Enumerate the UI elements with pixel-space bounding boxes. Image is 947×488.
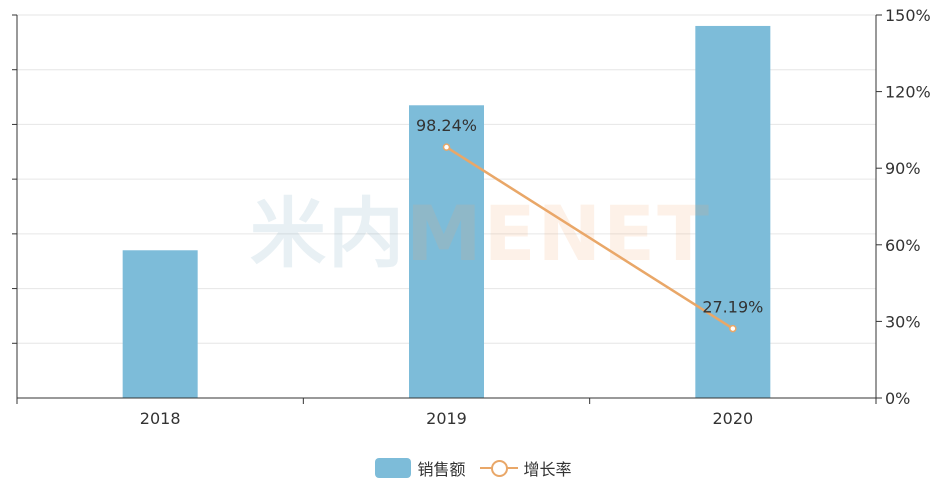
- x-tick-label: 2018: [140, 409, 181, 428]
- legend: 销售额 增长率: [0, 453, 947, 483]
- watermark: 米内MENET: [250, 172, 711, 282]
- x-tick-label: 2020: [712, 409, 753, 428]
- y-right-tick-label: 0%: [885, 389, 910, 408]
- bar-2020: [695, 25, 771, 398]
- x-tick-label: 2019: [426, 409, 467, 428]
- growth-line: [445, 146, 734, 330]
- data-labels: 98.24% 27.19%: [416, 116, 763, 316]
- y-right-tick-label: 30%: [885, 312, 921, 331]
- data-label: 27.19%: [702, 298, 763, 317]
- growth-point: [442, 143, 451, 151]
- y-right-tick-label: 60%: [885, 236, 921, 255]
- bar-2018: [122, 250, 198, 398]
- tick-labels: 2018 2019 2020 0% 30% 60% 90% 120% 150%: [140, 6, 931, 428]
- chart: 2018 2019 2020 0% 30% 60% 90% 120% 150% 98.24% 27…: [12, 6, 931, 428]
- legend-item-sales[interactable]: 销售额: [375, 456, 466, 480]
- watermark-cn: 米内: [250, 189, 406, 278]
- bar-swatch-icon: [375, 458, 412, 478]
- legend-item-growth[interactable]: 增长率: [479, 456, 572, 480]
- watermark-en: MENET: [406, 189, 711, 278]
- axes: [12, 14, 882, 404]
- line-circle-swatch-icon: [479, 458, 518, 478]
- y-right-tick-label: 90%: [885, 159, 921, 178]
- y-right-tick-label: 120%: [885, 83, 931, 102]
- bar-series: [122, 25, 771, 399]
- y-right-tick-label: 150%: [885, 6, 931, 25]
- line-series: [442, 143, 737, 333]
- data-label: 98.24%: [416, 116, 477, 135]
- legend-label-sales: 销售额: [417, 460, 466, 479]
- growth-point: [729, 324, 737, 333]
- legend-label-growth: 增长率: [523, 460, 572, 479]
- bar-2019: [409, 105, 484, 399]
